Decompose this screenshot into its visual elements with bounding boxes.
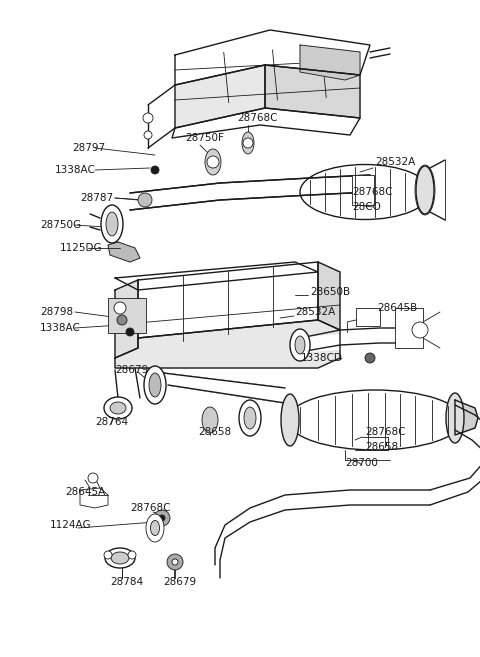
Circle shape [104, 551, 112, 559]
Polygon shape [300, 328, 420, 352]
Bar [356, 308, 380, 326]
Ellipse shape [281, 394, 299, 446]
Polygon shape [138, 262, 318, 338]
Text: 28784: 28784 [110, 577, 143, 587]
Circle shape [412, 322, 428, 338]
Ellipse shape [242, 132, 254, 154]
Ellipse shape [105, 548, 135, 568]
Polygon shape [172, 108, 360, 138]
Text: 28679: 28679 [163, 577, 196, 587]
Polygon shape [300, 45, 360, 80]
Text: 28764: 28764 [95, 417, 128, 427]
Text: 1124AG: 1124AG [50, 520, 92, 530]
Circle shape [143, 113, 153, 123]
Circle shape [88, 473, 98, 483]
Circle shape [167, 554, 183, 570]
Polygon shape [80, 488, 108, 508]
Ellipse shape [144, 366, 166, 404]
Ellipse shape [416, 166, 434, 214]
Ellipse shape [106, 212, 118, 236]
Circle shape [151, 166, 159, 174]
Text: 1125DG: 1125DG [60, 243, 103, 253]
Text: 28798: 28798 [40, 307, 73, 317]
Text: 28768C: 28768C [130, 503, 170, 513]
Text: 28750F: 28750F [185, 133, 224, 143]
Circle shape [138, 193, 152, 207]
Text: 28658: 28658 [198, 427, 231, 437]
Circle shape [114, 302, 126, 314]
Circle shape [128, 551, 136, 559]
Polygon shape [455, 400, 478, 435]
Bar [108, 298, 146, 333]
Polygon shape [108, 242, 140, 262]
Polygon shape [318, 262, 340, 330]
Polygon shape [175, 30, 370, 85]
Ellipse shape [288, 390, 463, 450]
Circle shape [117, 315, 127, 325]
Text: 28768C: 28768C [365, 427, 406, 437]
Circle shape [159, 515, 165, 521]
Ellipse shape [295, 336, 305, 354]
Ellipse shape [290, 329, 310, 361]
Ellipse shape [244, 407, 256, 429]
Polygon shape [265, 65, 360, 118]
Text: 28750G: 28750G [40, 220, 81, 230]
Circle shape [172, 559, 178, 565]
Circle shape [154, 510, 170, 526]
Ellipse shape [446, 393, 464, 443]
Text: 28797: 28797 [72, 143, 105, 153]
Text: 28650B: 28650B [310, 287, 350, 297]
Polygon shape [115, 262, 318, 290]
Polygon shape [175, 65, 265, 128]
Circle shape [207, 156, 219, 168]
Ellipse shape [146, 514, 164, 542]
Text: 28532A: 28532A [295, 307, 335, 317]
Polygon shape [130, 175, 370, 210]
Text: 1338AC: 1338AC [40, 323, 81, 333]
Text: 28658: 28658 [365, 442, 398, 452]
Text: 28679: 28679 [115, 365, 148, 375]
Ellipse shape [110, 402, 126, 414]
Bar [395, 308, 423, 348]
Text: 28768C: 28768C [237, 113, 277, 123]
Text: 28532A: 28532A [375, 157, 415, 167]
Ellipse shape [149, 373, 161, 397]
Circle shape [243, 138, 253, 148]
Text: 1338AC: 1338AC [55, 165, 96, 175]
Text: 28645B: 28645B [377, 303, 417, 313]
Ellipse shape [239, 400, 261, 436]
Polygon shape [155, 372, 285, 403]
Ellipse shape [104, 397, 132, 419]
Ellipse shape [111, 552, 129, 564]
Ellipse shape [202, 407, 218, 433]
Circle shape [365, 353, 375, 363]
Polygon shape [115, 320, 340, 368]
Circle shape [126, 328, 134, 336]
Text: 28645A: 28645A [65, 487, 105, 497]
Ellipse shape [205, 149, 221, 175]
Text: 1338CD: 1338CD [301, 353, 343, 363]
Ellipse shape [151, 520, 159, 535]
Text: 28700: 28700 [345, 458, 378, 468]
Text: 28CO: 28CO [352, 202, 381, 212]
Bar [352, 175, 374, 205]
Text: 28768C: 28768C [352, 187, 393, 197]
Text: 28787: 28787 [80, 193, 113, 203]
Polygon shape [115, 280, 138, 358]
Circle shape [144, 131, 152, 139]
Ellipse shape [101, 205, 123, 243]
Ellipse shape [300, 164, 430, 219]
